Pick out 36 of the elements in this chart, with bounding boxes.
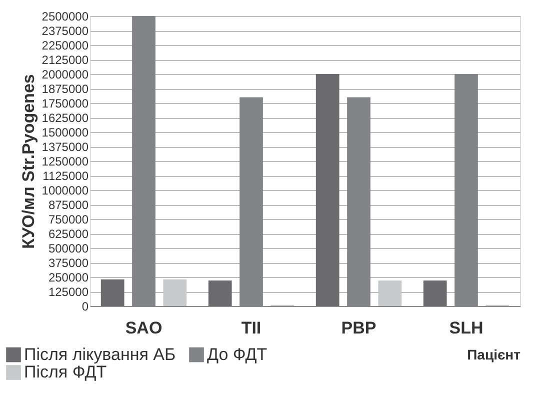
- y-tick-label: 2500000: [42, 10, 89, 24]
- x-tick-label: TII: [241, 318, 262, 338]
- y-tick-label: 1875000: [42, 82, 89, 96]
- y-tick-label: 625000: [48, 227, 89, 241]
- y-tick-label: 750000: [48, 212, 89, 226]
- y-axis-title: КУО/мл Str.Pyogenes: [18, 74, 38, 249]
- y-tick-label: 2375000: [42, 24, 89, 38]
- legend-label: Після ФДТ: [24, 362, 107, 382]
- bar: [100, 279, 124, 306]
- y-tick-label: 2000000: [42, 68, 89, 82]
- y-tick-label: 875000: [48, 198, 89, 212]
- y-tick-label: 1000000: [42, 184, 89, 198]
- y-tick-label: 1125000: [42, 169, 89, 183]
- y-tick-label: 250000: [48, 270, 89, 284]
- y-tick-label: 2125000: [42, 53, 89, 67]
- legend-label: До ФДТ: [207, 344, 268, 364]
- y-tick-label: 500000: [48, 242, 89, 256]
- y-tick-label: 2250000: [42, 38, 89, 52]
- y-tick-label: 125000: [48, 285, 89, 299]
- bar: [208, 280, 232, 306]
- x-tick-label: SLH: [449, 318, 484, 338]
- x-tick-label: SAO: [125, 318, 162, 338]
- legend-label: Після лікування АБ: [24, 344, 176, 364]
- y-tick-label: 1375000: [42, 140, 89, 154]
- bar: [378, 280, 402, 306]
- y-tick-label: 375000: [48, 256, 89, 270]
- bar: [423, 280, 447, 306]
- y-tick-label: 1500000: [42, 126, 89, 140]
- x-axis-title: Пацієнт: [467, 346, 521, 362]
- x-tick-label: PBP: [341, 318, 376, 338]
- y-tick-label: 1250000: [42, 154, 89, 168]
- y-tick-label: 1750000: [42, 96, 89, 110]
- y-tick-label: 1625000: [42, 111, 89, 125]
- bar: [163, 279, 187, 306]
- y-tick-label: 0: [82, 300, 89, 314]
- bar: [316, 74, 340, 306]
